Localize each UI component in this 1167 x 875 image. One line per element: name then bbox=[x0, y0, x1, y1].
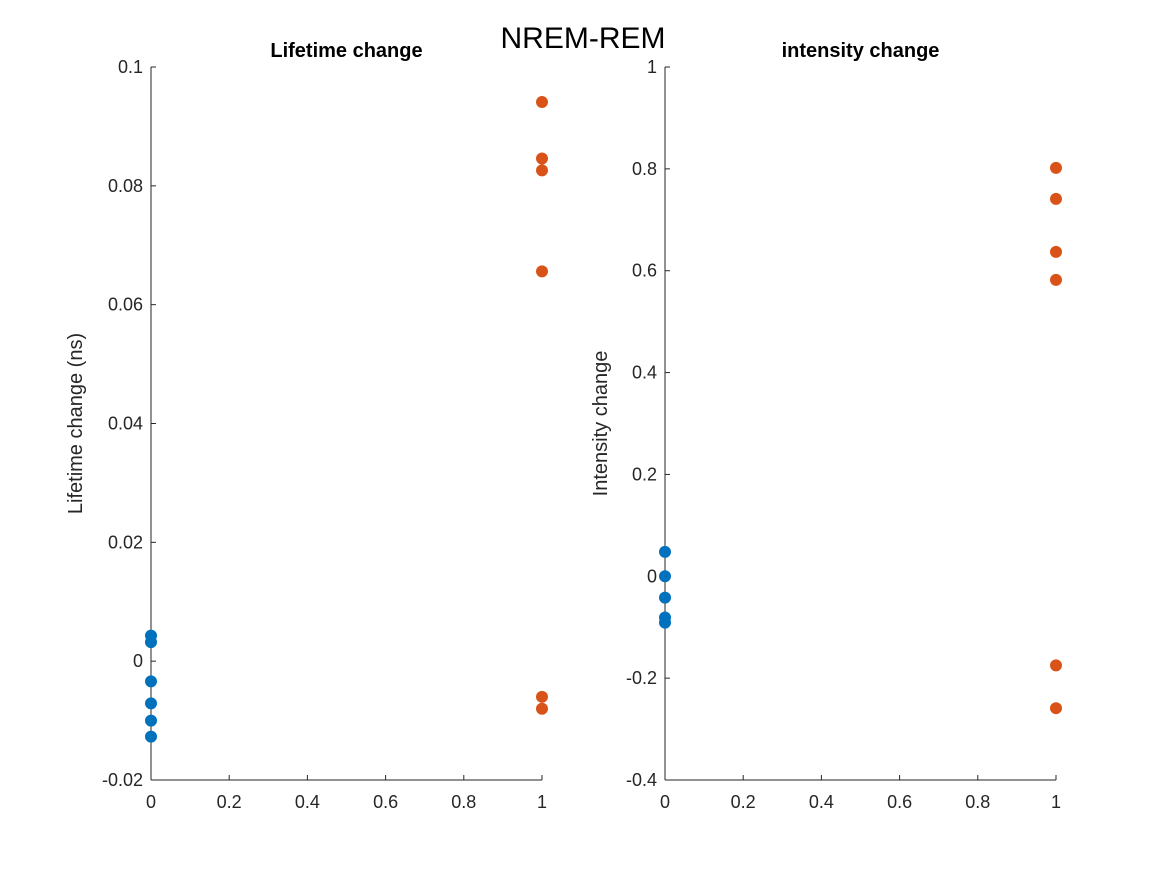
data-point-lifetime-group1 bbox=[536, 690, 548, 703]
x-tick-label: 0 bbox=[146, 792, 156, 812]
x-tick-label: 0.2 bbox=[217, 792, 242, 812]
x-tick-label: 0 bbox=[660, 792, 670, 812]
x-tick-label: 0.8 bbox=[965, 792, 990, 812]
y-tick-label: 0.4 bbox=[632, 363, 657, 383]
data-point-lifetime-group1 bbox=[536, 152, 548, 165]
data-point-lifetime-group0 bbox=[145, 636, 157, 649]
data-point-lifetime-group0 bbox=[145, 697, 157, 710]
panel-title: Lifetime change bbox=[270, 40, 422, 62]
y-tick-label: 0.6 bbox=[632, 261, 657, 281]
data-point-intensity-group1 bbox=[1050, 702, 1062, 715]
x-tick-label: 1 bbox=[1051, 792, 1061, 812]
y-axis-label: Intensity change bbox=[590, 351, 612, 497]
x-tick-label: 1 bbox=[537, 792, 547, 812]
data-point-intensity-group1 bbox=[1050, 161, 1062, 174]
data-point-lifetime-group0 bbox=[145, 714, 157, 727]
data-point-intensity-group0 bbox=[659, 570, 671, 583]
x-tick-label: 0.6 bbox=[887, 792, 912, 812]
data-point-intensity-group1 bbox=[1050, 659, 1062, 672]
figure-title: NREM-REM bbox=[501, 22, 666, 55]
data-point-lifetime-group0 bbox=[145, 675, 157, 688]
x-tick-label: 0.4 bbox=[809, 792, 834, 812]
data-point-lifetime-group1 bbox=[536, 265, 548, 278]
y-tick-label: -0.4 bbox=[626, 770, 657, 790]
y-tick-label: 1 bbox=[647, 57, 657, 77]
data-point-lifetime-group1 bbox=[536, 96, 548, 109]
y-tick-label: -0.2 bbox=[626, 668, 657, 688]
y-tick-label: 0.02 bbox=[108, 532, 143, 552]
y-tick-label: -0.02 bbox=[102, 770, 143, 790]
x-tick-label: 0.6 bbox=[373, 792, 398, 812]
y-tick-label: 0.1 bbox=[118, 57, 143, 77]
x-tick-label: 0.2 bbox=[731, 792, 756, 812]
y-tick-label: 0.04 bbox=[108, 414, 143, 434]
panel-title: intensity change bbox=[782, 40, 940, 62]
data-point-intensity-group0 bbox=[659, 545, 671, 558]
y-tick-label: 0.2 bbox=[632, 464, 657, 484]
data-point-intensity-group1 bbox=[1050, 192, 1062, 205]
y-axis-label: Lifetime change (ns) bbox=[65, 333, 87, 514]
data-point-lifetime-group1 bbox=[536, 702, 548, 715]
x-tick-label: 0.4 bbox=[295, 792, 320, 812]
data-point-lifetime-group0 bbox=[145, 730, 157, 743]
y-tick-label: 0.08 bbox=[108, 176, 143, 196]
data-point-intensity-group1 bbox=[1050, 273, 1062, 286]
y-tick-label: 0.06 bbox=[108, 295, 143, 315]
data-point-intensity-group1 bbox=[1050, 245, 1062, 258]
data-point-intensity-group0 bbox=[659, 616, 671, 629]
y-tick-label: 0.8 bbox=[632, 159, 657, 179]
y-tick-label: 0 bbox=[647, 566, 657, 586]
data-point-intensity-group0 bbox=[659, 591, 671, 604]
intensity-change-panel: -0.4 -0.2 0 0.2 0.4 0.6 0.8 1 0 0.2 0.4 0.6 0.8 1 inte… bbox=[590, 40, 1062, 812]
x-tick-label: 0.8 bbox=[451, 792, 476, 812]
data-point-lifetime-group1 bbox=[536, 164, 548, 177]
y-tick-label: 0 bbox=[133, 651, 143, 671]
